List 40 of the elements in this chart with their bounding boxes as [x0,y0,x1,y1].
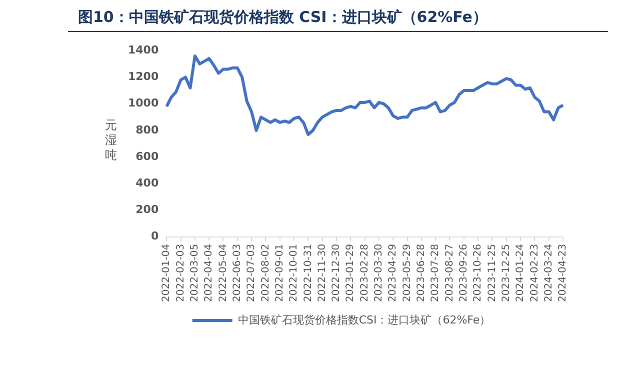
x-tick-label: 2022-04-04 [204,244,215,302]
x-tick-label: 2023-12-25 [500,244,512,302]
x-tick-label: 2022-05-04 [218,244,229,302]
x-tick-label: 2023-07-28 [430,244,442,302]
x-tick-label: 2024-03-24 [543,244,554,302]
x-tick-label: 2022-09-01 [274,244,286,302]
y-tick-label: 1200 [128,70,159,84]
x-tick-label: 2022-10-31 [302,244,314,302]
x-tick-label: 2022-12-30 [331,244,342,302]
x-tick-label: 2023-01-29 [345,244,356,302]
y-tick-label: 1000 [128,96,159,110]
x-tick-label: 2023-06-28 [416,244,428,302]
y-axis-title: 元湿吨 [104,118,118,163]
y-tick-label: 0 [150,230,159,243]
x-tick-label: 2022-10-01 [288,244,300,302]
y-tick-label: 1400 [128,43,159,56]
x-tick-label: 2022-11-30 [316,244,328,302]
x-tick-label: 2022-03-05 [190,244,201,302]
y-tick-label: 200 [136,203,159,216]
x-tick-label: 2023-03-30 [374,244,385,302]
x-tick-label: 2022-08-02 [260,244,272,302]
legend-label: 中国铁矿石现货价格指数CSI：进口块矿（62%Fe） [238,313,491,326]
x-tick-label: 2023-05-29 [402,244,413,302]
y-tick-label: 600 [136,150,159,163]
x-tick-label: 2023-10-26 [472,244,484,302]
x-tick-label: 2022-06-03 [232,244,243,302]
y-tick-label: 800 [136,123,159,136]
x-tick-label: 2024-01-24 [515,244,526,302]
x-tick-label: 2024-04-23 [558,244,569,302]
x-tick-label: 2023-09-26 [458,244,470,302]
x-tick-label: 2023-11-25 [486,244,498,302]
x-tick-label: 2023-08-27 [444,244,456,302]
x-tick-label: 2023-02-28 [359,244,370,302]
x-tick-label: 2022-07-03 [246,244,258,302]
chart-title: 图10：中国铁矿石现货价格指数 CSI：进口块矿（62%Fe） [78,8,488,27]
y-tick-label: 400 [136,176,159,190]
x-tick-label: 2022-01-04 [161,244,172,302]
x-tick-label: 2023-04-29 [388,244,399,302]
x-tick-label: 2022-02-03 [175,244,186,302]
x-tick-label: 2024-02-23 [529,244,540,302]
